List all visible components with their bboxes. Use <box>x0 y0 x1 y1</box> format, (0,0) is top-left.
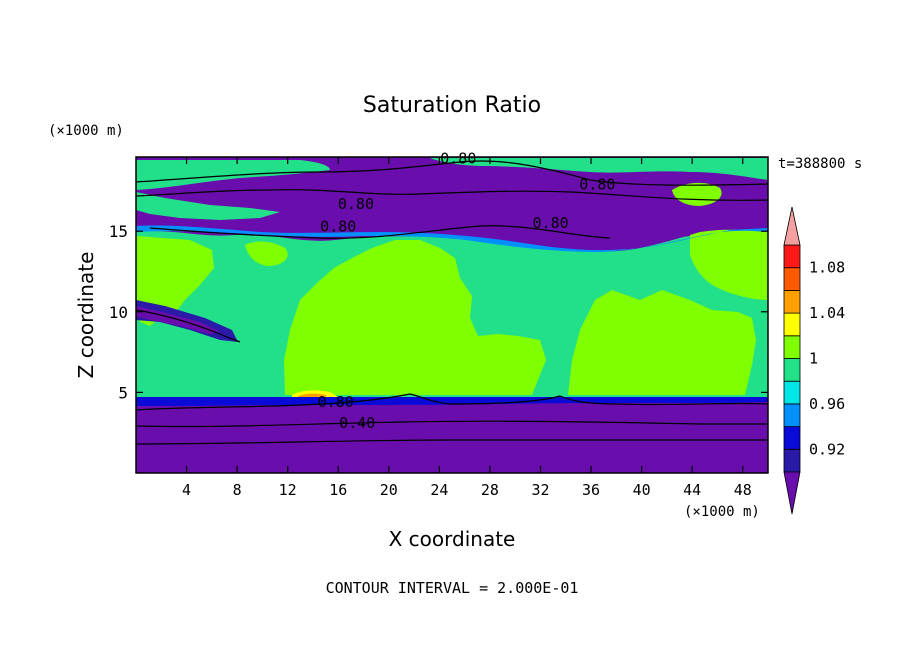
y-tick-label: 10 <box>109 303 128 322</box>
x-tick-label: 20 <box>380 481 398 499</box>
contour-label: 0.80 <box>318 393 354 411</box>
contour-lines <box>136 160 768 445</box>
contour-label: 0.80 <box>320 217 356 235</box>
cloud-patch-top-right <box>690 215 768 300</box>
x-tick-label: 28 <box>481 481 499 499</box>
colorbar-segment <box>783 267 801 291</box>
x-axis-label: X coordinate <box>389 527 516 551</box>
lower-boundary-blue <box>136 397 768 406</box>
x-tick-label: 4 <box>182 481 191 499</box>
x-tick-label: 24 <box>430 481 448 499</box>
time-label: t=388800 s <box>778 156 862 172</box>
x-tick-label: 44 <box>683 481 701 499</box>
x-tick-label: 48 <box>734 481 752 499</box>
colorbar-segment <box>783 312 801 337</box>
x-axis-ticks: 4 8 12 16 20 24 28 32 36 40 44 48 <box>182 157 752 499</box>
colorbar-segment <box>783 403 801 427</box>
upper-dry-layer <box>136 157 768 252</box>
saturation-field <box>136 157 768 473</box>
y-axis-ticks: 5 10 15 <box>109 222 768 402</box>
colorbar-segment <box>783 448 801 473</box>
colorbar-under-triangle <box>783 471 801 515</box>
y-tick-label: 15 <box>109 222 128 241</box>
colorbar-label: 1.08 <box>809 259 845 277</box>
x-tick-label: 16 <box>329 481 347 499</box>
plot-frame <box>135 156 769 474</box>
colorbar-over-triangle <box>783 206 801 246</box>
cloud-patch-left <box>136 236 214 326</box>
colorbar-label: 0.92 <box>809 440 845 458</box>
high-teal-patch-left <box>136 192 280 220</box>
colorbar-segment <box>783 335 801 359</box>
x-tick-label: 40 <box>633 481 651 499</box>
y-axis-label: Z coordinate <box>74 252 98 379</box>
y-unit-label: (×1000 m) <box>48 123 124 139</box>
blue-transition-rim <box>136 225 768 252</box>
colorbar-segment <box>783 380 801 405</box>
contour-label: 0.80 <box>533 214 569 232</box>
colorbar-segment <box>783 244 801 269</box>
cloud-patch-upper-left <box>245 241 288 266</box>
contour-label: 0.80 <box>579 175 615 193</box>
cloud-patch-right <box>568 290 756 395</box>
chart-title: Saturation Ratio <box>363 93 541 118</box>
cloud-patch-tower-center <box>284 240 546 395</box>
colorbar: 0.92 0.96 1 1.04 1.08 <box>783 206 845 515</box>
lower-dry-layer <box>136 397 768 473</box>
x-tick-label: 32 <box>531 481 549 499</box>
contour-label: 0.80 <box>338 195 374 213</box>
colorbar-segment <box>783 289 801 314</box>
x-tick-label: 36 <box>582 481 600 499</box>
y-tick-label: 5 <box>118 383 128 402</box>
contour-label: 0.80 <box>440 150 476 168</box>
contour-interval-footer: CONTOUR INTERVAL = 2.000E-01 <box>326 579 579 597</box>
x-unit-label: (×1000 m) <box>684 504 760 520</box>
colorbar-label: 1 <box>809 350 818 368</box>
contour-labels: 0.80 0.80 0.80 0.80 0.80 0.80 0.40 <box>318 150 616 432</box>
supersaturated-core <box>298 393 326 397</box>
colorbar-segment <box>783 358 801 382</box>
colorbar-label: 0.96 <box>809 395 845 413</box>
contour-label: 0.40 <box>339 414 375 432</box>
x-tick-label: 12 <box>279 481 297 499</box>
colorbar-label: 1.04 <box>809 304 845 322</box>
x-tick-label: 8 <box>233 481 242 499</box>
colorbar-segment <box>783 426 801 450</box>
